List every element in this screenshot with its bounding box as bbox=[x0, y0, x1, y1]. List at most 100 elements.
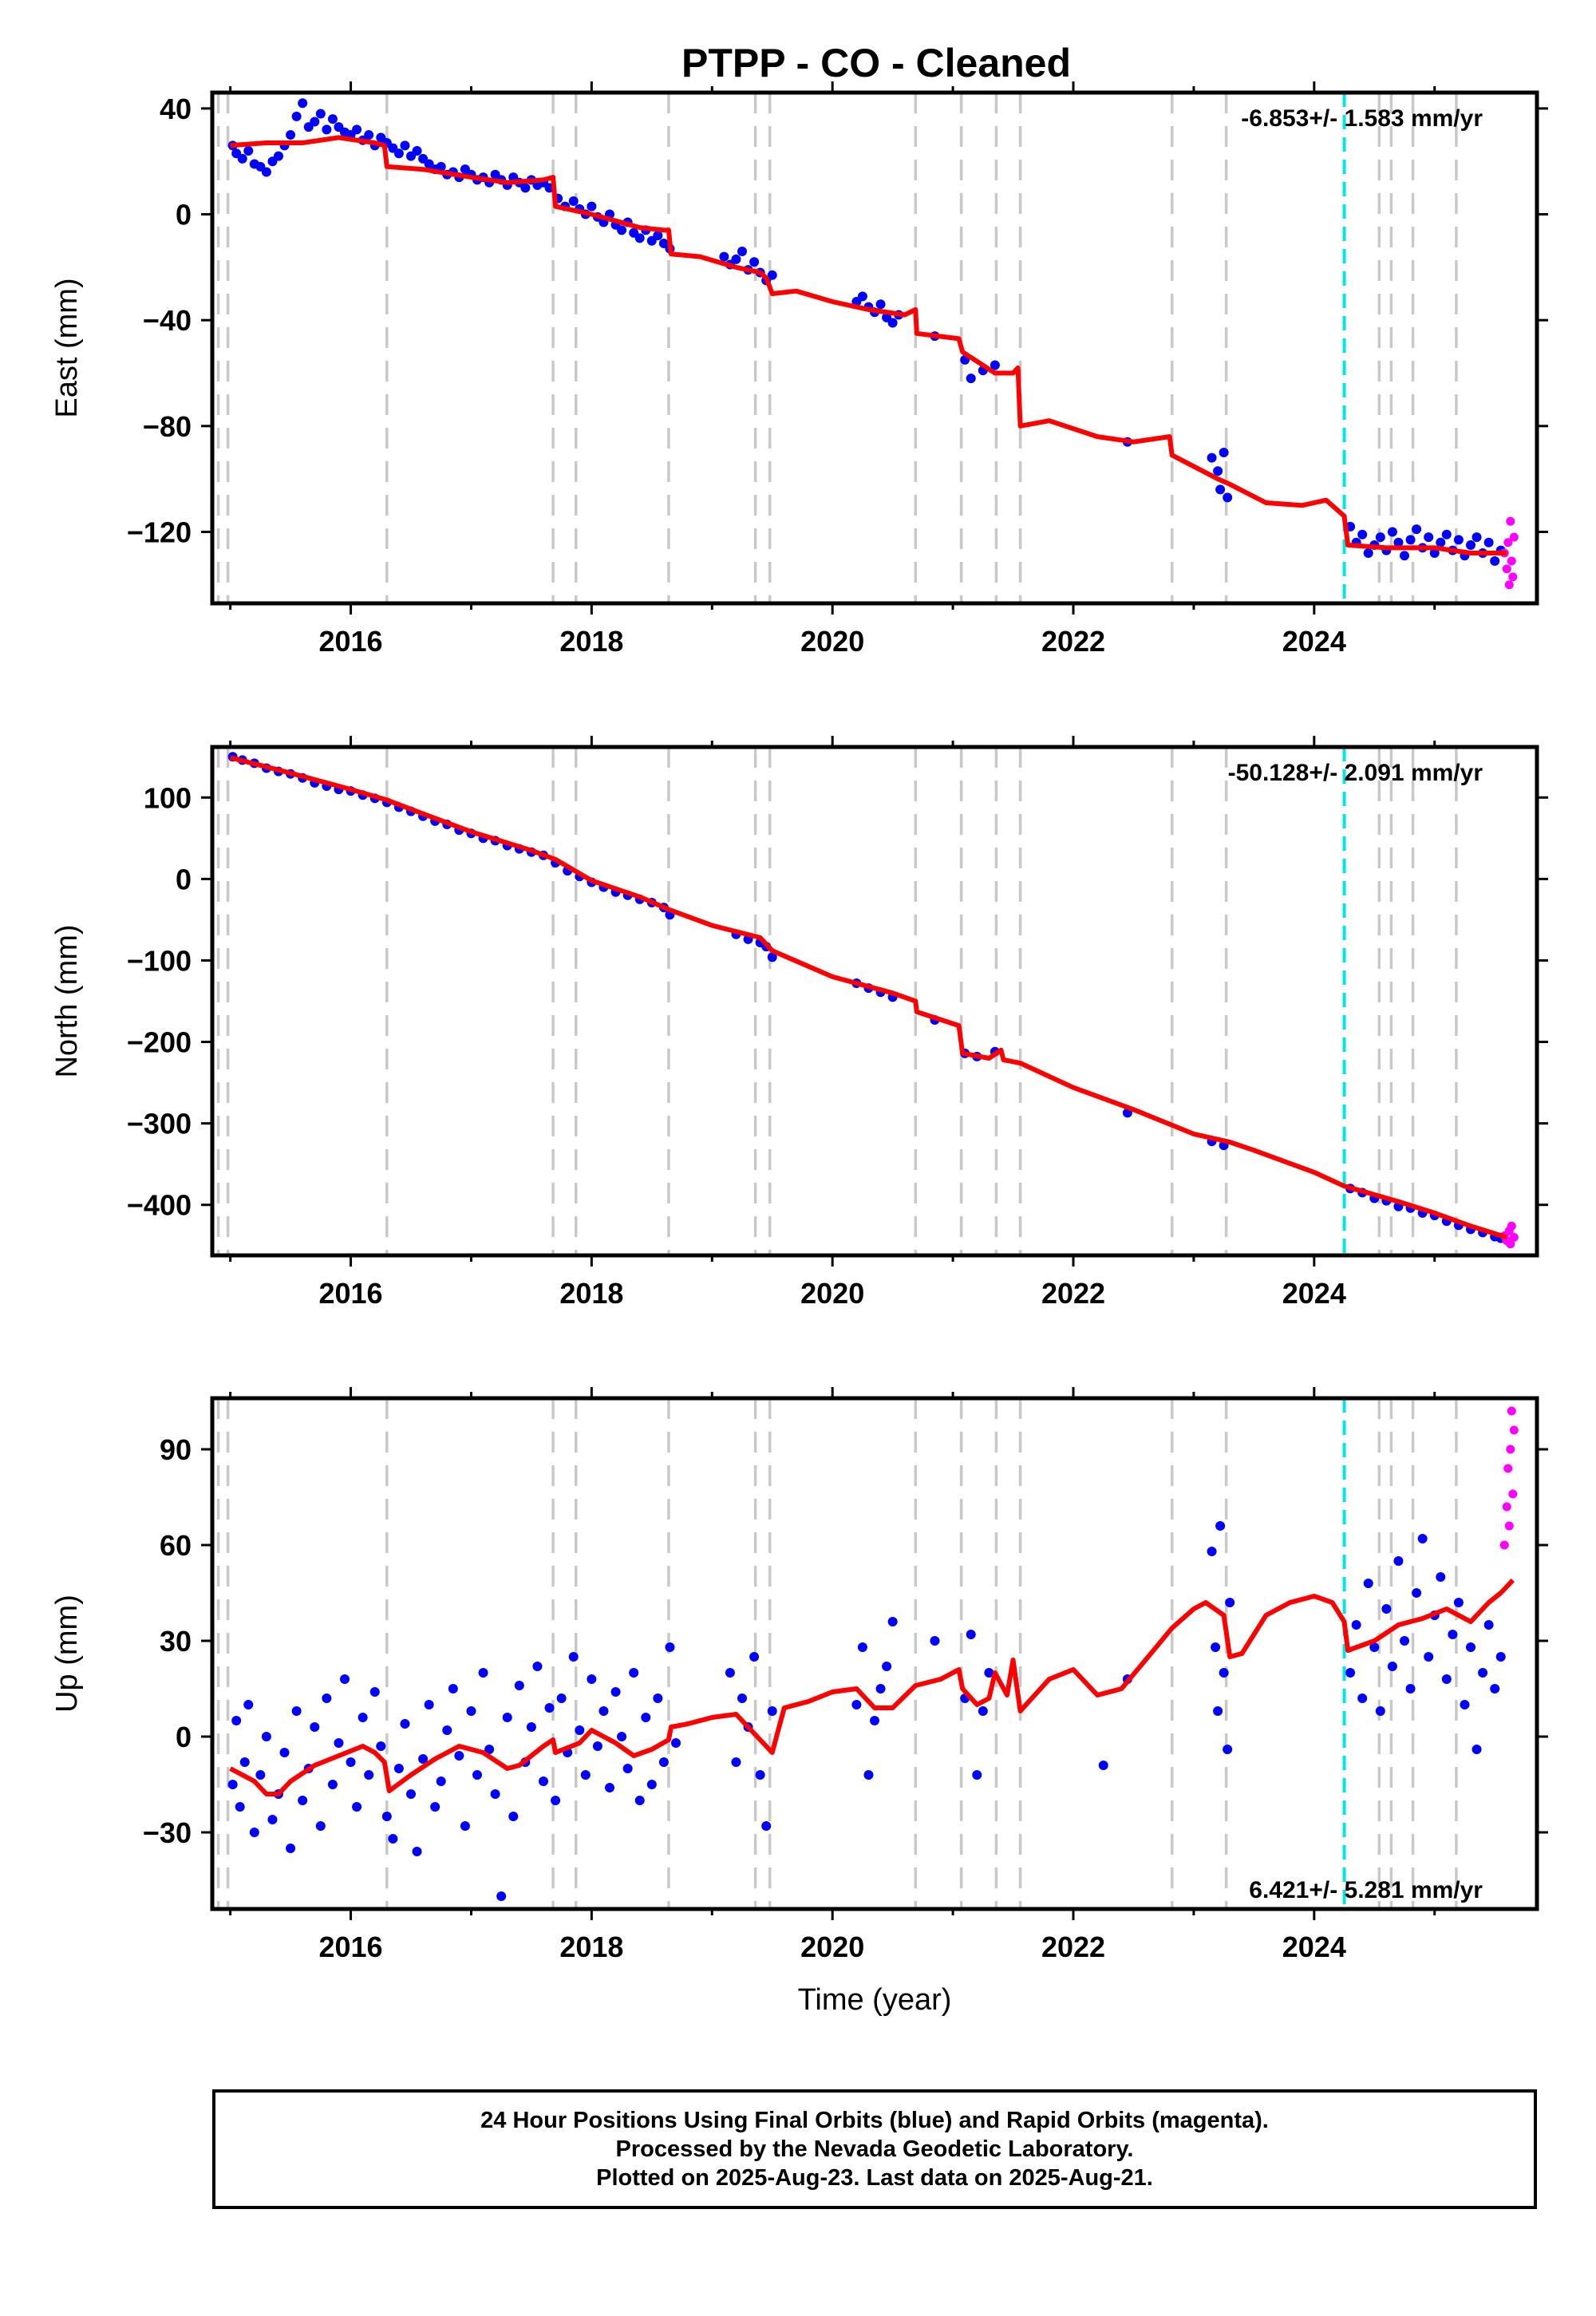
up-final-point bbox=[430, 1802, 440, 1812]
east-final-point bbox=[393, 148, 404, 159]
up-final-point bbox=[393, 1764, 404, 1773]
up-final-point bbox=[364, 1770, 374, 1780]
up-final-point bbox=[466, 1706, 476, 1716]
east-final-point bbox=[875, 299, 886, 310]
footer-line-1: 24 Hour Positions Using Final Orbits (bl… bbox=[480, 2108, 1269, 2133]
north-rapid-point bbox=[1509, 1233, 1519, 1243]
east-final-point bbox=[990, 360, 1000, 370]
east-rapid-point bbox=[1507, 556, 1516, 566]
up-final-point bbox=[887, 1617, 898, 1626]
up-final-point bbox=[298, 1796, 308, 1805]
up-final-point bbox=[629, 1668, 639, 1678]
up-final-point bbox=[1363, 1579, 1373, 1588]
east-final-point bbox=[291, 111, 302, 121]
up-final-point bbox=[978, 1706, 988, 1716]
north-model-line bbox=[229, 755, 1508, 1240]
up-final-point bbox=[1357, 1694, 1368, 1703]
up-x-tick-label: 2024 bbox=[1282, 1931, 1346, 1963]
east-y-axis-label: East (mm) bbox=[50, 278, 84, 417]
east-rapid-point bbox=[1508, 572, 1518, 582]
east-final-point bbox=[1436, 537, 1446, 547]
up-model-line bbox=[229, 1578, 1515, 1796]
up-final-point bbox=[875, 1684, 886, 1694]
up-final-point bbox=[1441, 1674, 1452, 1684]
east-final-point bbox=[1375, 532, 1385, 543]
up-final-point bbox=[653, 1694, 663, 1703]
up-final-point bbox=[243, 1700, 254, 1709]
up-final-point bbox=[761, 1821, 772, 1831]
east-final-point bbox=[1472, 532, 1482, 543]
north-final-point bbox=[767, 952, 777, 962]
up-final-point bbox=[731, 1757, 741, 1767]
north-panel: 2016 2018 2020 2022 2024 100 0 −100 −200 −300 −400… bbox=[50, 736, 1548, 1310]
up-final-point bbox=[291, 1706, 302, 1716]
up-final-point bbox=[526, 1722, 536, 1732]
up-final-point bbox=[1436, 1572, 1446, 1582]
up-final-point bbox=[851, 1700, 862, 1709]
up-final-point bbox=[327, 1780, 338, 1789]
up-final-point bbox=[231, 1716, 242, 1725]
up-final-point bbox=[755, 1770, 765, 1780]
up-final-point bbox=[532, 1662, 543, 1671]
footer-line-2: Processed by the Nevada Geodetic Laborat… bbox=[615, 2136, 1134, 2162]
east-final-point bbox=[1223, 492, 1233, 503]
up-final-point bbox=[551, 1796, 561, 1805]
east-x-tick-label: 2022 bbox=[1041, 625, 1105, 658]
up-final-point bbox=[286, 1844, 296, 1853]
up-y-tick-label: −30 bbox=[143, 1816, 192, 1849]
east-rapid-point bbox=[1504, 580, 1514, 590]
east-final-point bbox=[1483, 537, 1494, 547]
up-final-point bbox=[641, 1713, 651, 1722]
up-final-point bbox=[1424, 1652, 1434, 1662]
up-final-point bbox=[1223, 1745, 1233, 1754]
up-final-point bbox=[605, 1783, 614, 1792]
up-final-point bbox=[460, 1821, 470, 1831]
up-rapid-point bbox=[1504, 1521, 1514, 1531]
north-x-tick-label: 2016 bbox=[318, 1277, 382, 1310]
north-y-tick-label: −200 bbox=[127, 1026, 192, 1059]
up-final-point bbox=[442, 1725, 452, 1735]
up-final-point bbox=[1483, 1620, 1494, 1630]
east-final-point bbox=[737, 246, 747, 256]
up-final-point bbox=[1375, 1706, 1385, 1716]
up-final-point bbox=[239, 1757, 250, 1767]
up-final-point bbox=[1495, 1652, 1506, 1662]
up-frame bbox=[210, 1396, 1539, 1911]
up-rapid-point bbox=[1506, 1445, 1515, 1454]
up-x-tick-label: 2018 bbox=[559, 1931, 623, 1963]
up-final-point bbox=[279, 1748, 290, 1757]
north-rapid-point bbox=[1506, 1239, 1515, 1249]
up-y-axis-label: Up (mm) bbox=[50, 1595, 84, 1713]
up-y-tick-label: 30 bbox=[160, 1625, 192, 1658]
east-frame bbox=[210, 90, 1539, 606]
up-final-point bbox=[634, 1796, 645, 1805]
up-final-point bbox=[749, 1652, 760, 1662]
up-final-point bbox=[1478, 1668, 1488, 1678]
up-final-point bbox=[376, 1741, 386, 1751]
up-final-point bbox=[1215, 1521, 1226, 1531]
north-plot-area bbox=[216, 747, 1519, 1255]
up-final-point bbox=[1219, 1668, 1229, 1678]
up-final-point bbox=[448, 1684, 458, 1694]
up-final-point bbox=[334, 1738, 344, 1748]
up-final-point bbox=[1405, 1684, 1416, 1694]
up-final-point bbox=[556, 1694, 567, 1703]
east-final-point bbox=[261, 167, 271, 177]
up-final-point bbox=[502, 1713, 512, 1722]
up-final-point bbox=[1412, 1588, 1422, 1598]
up-final-point bbox=[610, 1687, 621, 1697]
north-rate-label: -50.128+/- 2.091 mm/yr bbox=[1228, 760, 1483, 786]
up-final-point bbox=[454, 1751, 464, 1761]
east-final-point bbox=[400, 140, 410, 151]
up-y-tick-label: 0 bbox=[176, 1721, 192, 1753]
up-final-point bbox=[1466, 1642, 1476, 1652]
east-final-point bbox=[1213, 466, 1223, 476]
up-final-point bbox=[1225, 1598, 1235, 1607]
east-final-point bbox=[1393, 537, 1404, 547]
up-final-point bbox=[412, 1847, 422, 1856]
up-final-point bbox=[227, 1780, 238, 1789]
east-final-point bbox=[767, 270, 777, 280]
up-final-point bbox=[436, 1777, 446, 1786]
up-x-axis-label: Time (year) bbox=[798, 1983, 952, 2017]
